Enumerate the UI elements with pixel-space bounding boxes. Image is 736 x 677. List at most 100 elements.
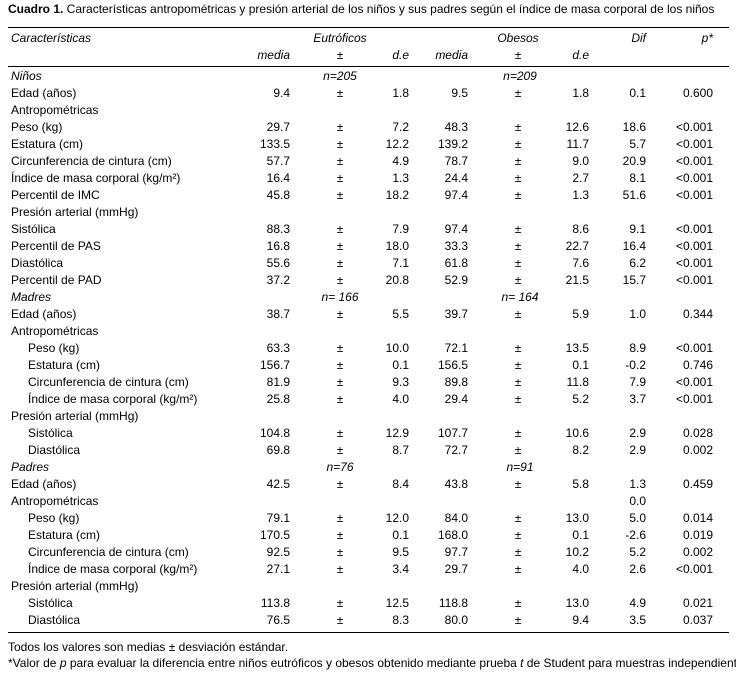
plusminus-obesos: ±	[514, 545, 522, 559]
de-obesos: 10.6	[565, 426, 589, 440]
media-eutroficos: 38.7	[266, 307, 290, 321]
row-label: Peso (kg)	[11, 120, 63, 134]
dif-value: 5.0	[629, 511, 646, 525]
section-row: Presión arterial (mmHg)	[0, 408, 736, 425]
table-row: Edad (años) 42.5 ±8.4 43.8 ±5.8 1.3 0.459	[0, 476, 736, 493]
dif-value: 8.1	[629, 171, 646, 185]
table-row: Edad (años) 9.4 ±1.8 9.5 ±1.8 0.1 0.600	[0, 85, 736, 102]
de-obesos: 12.6	[565, 120, 589, 134]
row-label: Antropométricas	[11, 324, 99, 338]
plusminus-obesos: ±	[514, 562, 522, 576]
de-eutroficos: 9.5	[392, 545, 409, 559]
p-value: <0.001	[675, 341, 713, 355]
row-label: Peso (kg)	[28, 341, 80, 355]
p-value: <0.001	[675, 273, 713, 287]
p-value: 0.002	[682, 443, 713, 457]
plusminus-eutroficos: ±	[336, 341, 344, 355]
media-obesos: 118.8	[438, 596, 468, 610]
table-row: Sistólica 113.8 ±12.5 118.8 ±13.0 4.9 0.021	[0, 595, 736, 612]
table-row: Diastólica 76.5 ±8.3 80.0 ±9.4 3.5 0.037	[0, 612, 736, 629]
de-obesos: 13.5	[565, 341, 589, 355]
de-obesos: 10.2	[565, 545, 589, 559]
row-label: Diastólica	[28, 443, 81, 457]
n-obesos: n=91	[506, 460, 534, 474]
table-row: Peso (kg) 29.7 ±7.2 48.3 ±12.6 18.6 <0.001	[0, 119, 736, 136]
plusminus-eutroficos: ±	[336, 137, 344, 151]
media-obesos: 61.8	[444, 256, 468, 270]
row-label: Sistólica	[28, 426, 73, 440]
plusminus-eutroficos: ±	[336, 477, 344, 491]
row-label: Sistólica	[28, 596, 73, 610]
de-obesos: 5.9	[572, 307, 589, 321]
de-eutroficos: 3.4	[392, 562, 409, 576]
de-obesos: 8.6	[572, 222, 589, 236]
row-label: Circunferencia de cintura (cm)	[28, 375, 189, 389]
media-eutroficos: 92.5	[266, 545, 290, 559]
section-row: Antropométricas 0.0	[0, 493, 736, 510]
media-obesos: 9.5	[451, 86, 468, 100]
de-obesos: 11.7	[566, 137, 589, 151]
de-eutroficos: 5.5	[392, 307, 409, 321]
de-eutroficos: 18.2	[385, 188, 409, 202]
table-row: Índice de masa corporal (kg/m²) 16.4 ±1.3 2…	[0, 170, 736, 187]
media-obesos: 84.0	[444, 511, 468, 525]
de-eutroficos: 7.9	[392, 222, 409, 236]
table-caption: Cuadro 1. Características antropométrica…	[8, 2, 733, 16]
dif-value: 20.9	[622, 154, 646, 168]
p-value: <0.001	[675, 562, 713, 576]
table-row: Índice de masa corporal (kg/m²) 25.8 ±4.0 2…	[0, 391, 736, 408]
media-eutroficos: 57.7	[266, 154, 290, 168]
de-eutroficos: 10.0	[385, 341, 409, 355]
dif-value: 16.4	[622, 239, 646, 253]
dif-value: 5.2	[629, 545, 646, 559]
de-obesos: 5.2	[572, 392, 589, 406]
p-value: 0.002	[682, 545, 713, 559]
plusminus-obesos: ±	[514, 426, 522, 440]
de-eutroficos: 0.1	[392, 528, 409, 542]
de-eutroficos: 20.8	[385, 273, 409, 287]
de-obesos: 1.3	[572, 188, 589, 202]
dif-value: 2.6	[629, 562, 646, 576]
p-value: 0.019	[682, 528, 713, 542]
media-eutroficos: 170.5	[259, 528, 290, 542]
dif-value: 15.7	[622, 273, 646, 287]
footnote-2: *Valor de p para evaluar la diferencia e…	[8, 655, 736, 671]
row-label: Índice de masa corporal (kg/m²)	[28, 392, 198, 406]
plusminus-eutroficos: ±	[336, 596, 344, 610]
plusminus-eutroficos: ±	[336, 443, 344, 457]
footnote-1: Todos los valores son medias ± desviació…	[8, 640, 289, 654]
row-label: Índice de masa corporal (kg/m²)	[11, 171, 181, 185]
de-obesos: 8.2	[572, 443, 589, 457]
de-obesos: 7.6	[572, 256, 589, 270]
media-obesos: 97.4	[444, 188, 468, 202]
dif-value: 0.1	[629, 86, 646, 100]
media-eutroficos: 133.5	[259, 137, 290, 151]
plusminus-obesos: ±	[514, 137, 522, 151]
section-row: Antropométricas	[0, 323, 736, 340]
de-eutroficos: 9.3	[392, 375, 409, 389]
plusminus-eutroficos: ±	[336, 307, 344, 321]
row-label: Circunferencia de cintura (cm)	[11, 154, 172, 168]
de-eutroficos: 4.9	[392, 154, 409, 168]
plusminus-eutroficos: ±	[336, 375, 344, 389]
dif-value: 7.9	[629, 375, 646, 389]
group-row: Padres n=76 n=91	[0, 459, 736, 476]
p-value: 0.021	[682, 596, 713, 610]
table-row: Edad (años) 38.7 ±5.5 39.7 ±5.9 1.0 0.344	[0, 306, 736, 323]
row-label: Presión arterial (mmHg)	[11, 579, 139, 593]
header-dif: Dif	[631, 31, 646, 45]
de-obesos: 22.7	[565, 239, 589, 253]
media-eutroficos: 42.5	[266, 477, 290, 491]
dif-value: -0.2	[625, 358, 646, 372]
media-obesos: 78.7	[444, 154, 468, 168]
row-label: Diastólica	[11, 256, 64, 270]
plusminus-obesos: ±	[514, 443, 522, 457]
row-label: Percentil de PAS	[11, 239, 101, 253]
plusminus-obesos: ±	[514, 273, 522, 287]
row-label: Peso (kg)	[28, 511, 80, 525]
dif-value: 1.0	[629, 307, 646, 321]
media-eutroficos: 156.7	[259, 358, 290, 372]
footnote-2-b: para evaluar la diferencia entre niños e…	[66, 656, 521, 670]
media-eutroficos: 27.1	[266, 562, 290, 576]
plusminus-obesos: ±	[514, 154, 522, 168]
